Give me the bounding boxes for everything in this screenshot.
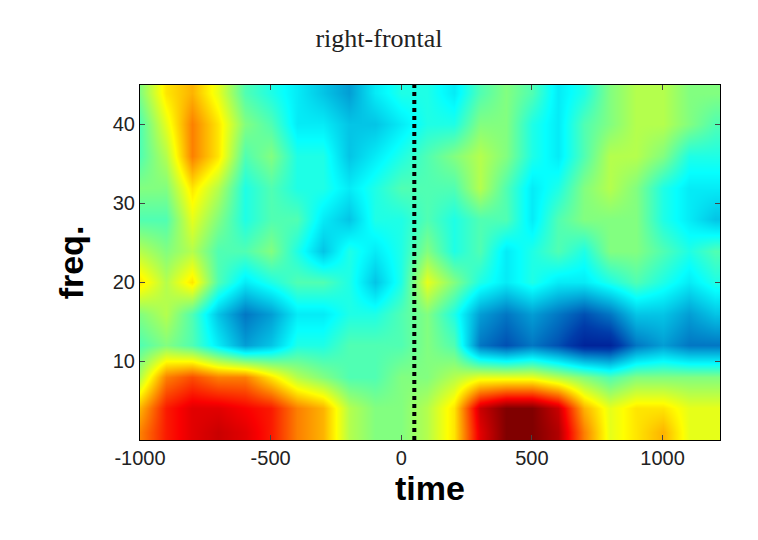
svg-text:-1000: -1000 xyxy=(114,447,165,469)
svg-text:20: 20 xyxy=(113,271,135,293)
svg-text:time: time xyxy=(395,469,465,507)
svg-text:10: 10 xyxy=(113,350,135,372)
svg-text:right-frontal: right-frontal xyxy=(315,24,442,53)
svg-text:1000: 1000 xyxy=(640,447,685,469)
svg-text:freq.: freq. xyxy=(52,226,90,300)
svg-text:500: 500 xyxy=(515,447,548,469)
svg-text:-500: -500 xyxy=(251,447,291,469)
svg-text:40: 40 xyxy=(113,113,135,135)
svg-text:0: 0 xyxy=(396,447,407,469)
svg-text:30: 30 xyxy=(113,192,135,214)
